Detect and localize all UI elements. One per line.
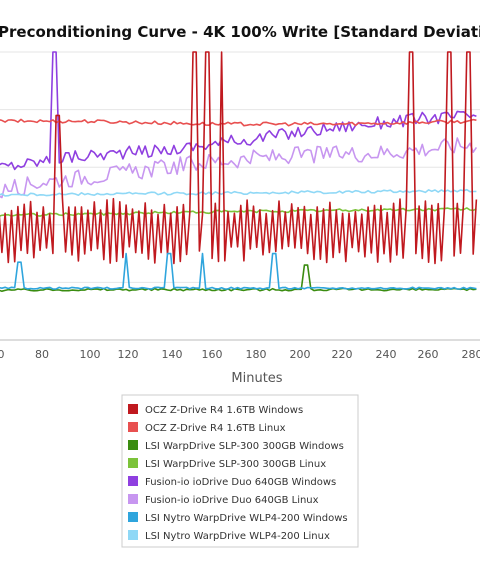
legend-label: OCZ Z-Drive R4 1.6TB Linux	[145, 423, 286, 434]
x-tick-label: 280	[462, 348, 480, 361]
series-line	[0, 207, 477, 217]
legend-label: Fusion-io ioDrive Duo 640GB Linux	[145, 495, 319, 506]
legend-box	[121, 394, 359, 548]
x-tick-label: 260	[418, 348, 439, 361]
x-tick-labels: 0 80 100 120 140 160 180 200 220 240 260 280	[0, 348, 480, 361]
x-tick-label: 100	[80, 348, 101, 361]
x-tick-label: 80	[35, 348, 49, 361]
series-line	[0, 252, 477, 290]
chart-title: Preconditioning Curve - 4K 100% Write [S…	[0, 23, 480, 41]
series-line	[0, 188, 477, 197]
legend-label: LSI Nytro WarpDrive WLP4-200 Windows	[145, 513, 348, 524]
legend-label: LSI WarpDrive SLP-300 300GB Linux	[145, 459, 326, 470]
legend-swatch	[128, 530, 138, 540]
legend: OCZ Z-Drive R4 1.6TB Windows OCZ Z-Drive …	[121, 394, 359, 548]
x-tick-label: 120	[118, 348, 139, 361]
series-line	[0, 118, 477, 127]
x-axis-label: Minutes	[231, 371, 282, 386]
legend-swatch	[128, 458, 138, 468]
x-tick-label: 220	[332, 348, 353, 361]
series-line	[0, 137, 478, 199]
legend-swatch	[128, 404, 138, 414]
series-lines	[0, 51, 478, 292]
legend-swatch	[128, 440, 138, 450]
x-tick-label: 180	[246, 348, 267, 361]
legend-label: Fusion-io ioDrive Duo 640GB Windows	[145, 477, 336, 488]
x-tick-label: 160	[202, 348, 223, 361]
legend-swatch	[128, 422, 138, 432]
series-line	[0, 264, 477, 292]
legend-label: LSI WarpDrive SLP-300 300GB Windows	[145, 441, 344, 452]
x-tick-label: 0	[0, 348, 5, 361]
legend-label: LSI Nytro WarpDrive WLP4-200 Linux	[145, 531, 330, 542]
legend-swatch	[128, 476, 138, 486]
legend-swatch	[128, 512, 138, 522]
x-tick-label: 200	[290, 348, 311, 361]
x-tick-label: 140	[162, 348, 183, 361]
legend-swatch	[128, 494, 138, 504]
series-line	[0, 51, 478, 265]
x-tick-label: 240	[376, 348, 397, 361]
legend-label: OCZ Z-Drive R4 1.6TB Windows	[145, 405, 303, 416]
